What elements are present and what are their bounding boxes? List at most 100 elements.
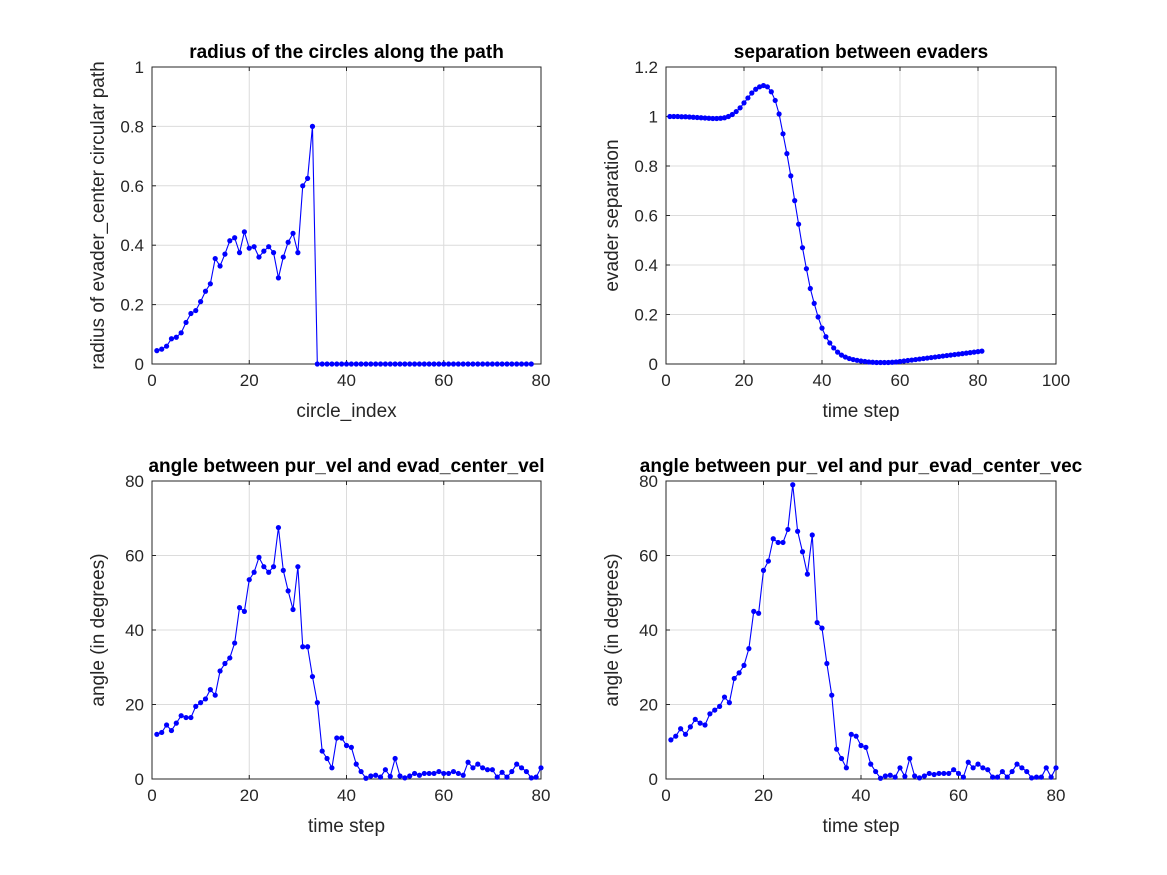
data-point — [270, 564, 277, 570]
y-axis-label: angle (in degrees) — [88, 553, 109, 706]
y-tick-label: 40 — [125, 621, 144, 640]
data-point — [785, 526, 791, 533]
data-point — [348, 744, 354, 750]
y-tick-label: 0.6 — [120, 177, 144, 196]
data-point — [834, 746, 840, 752]
data-point — [854, 357, 860, 363]
data-point — [729, 111, 735, 118]
data-point — [764, 84, 771, 90]
data-point — [901, 358, 907, 364]
data-point — [450, 361, 457, 367]
x-tick-label: 60 — [434, 371, 453, 390]
y-tick-label: 1.2 — [634, 58, 658, 77]
data-point — [431, 361, 437, 367]
data-point — [494, 774, 500, 780]
data-point — [770, 536, 776, 542]
x-tick-label: 0 — [147, 786, 156, 805]
chart-title: radius of the circles along the path — [189, 42, 504, 63]
data-point — [874, 359, 880, 366]
data-point — [940, 353, 946, 359]
data-point — [936, 353, 942, 360]
data-point — [885, 359, 891, 366]
data-point — [334, 361, 340, 367]
data-point — [889, 359, 895, 365]
data-point — [835, 349, 841, 355]
data-point — [905, 357, 911, 364]
y-tick-label: 0.2 — [120, 296, 144, 315]
data-point — [266, 244, 272, 250]
data-point — [426, 770, 432, 777]
data-point — [455, 770, 461, 777]
x-tick-label: 20 — [754, 786, 773, 805]
data-point — [261, 248, 267, 254]
data-point — [411, 361, 418, 367]
data-point — [382, 361, 388, 367]
data-point — [222, 251, 228, 257]
data-point — [881, 359, 888, 366]
data-point — [868, 761, 874, 767]
data-point — [951, 767, 957, 773]
data-point — [275, 524, 282, 531]
data-point — [178, 330, 184, 336]
data-point — [931, 771, 937, 778]
data-point — [212, 692, 218, 698]
x-tick-label: 60 — [949, 786, 968, 805]
data-point — [343, 742, 350, 749]
data-point — [829, 692, 835, 698]
data-point — [1019, 765, 1025, 771]
data-point — [514, 361, 520, 367]
data-point — [402, 361, 408, 367]
data-point — [198, 700, 204, 706]
data-point — [300, 183, 306, 189]
y-tick-label: 20 — [125, 696, 144, 715]
data-point — [173, 334, 179, 340]
data-point — [819, 325, 825, 331]
data-point — [377, 774, 384, 780]
data-point — [353, 761, 359, 767]
data-point — [407, 773, 413, 779]
data-point — [416, 772, 423, 778]
data-point — [702, 115, 708, 121]
data-point — [970, 765, 976, 771]
data-point — [163, 343, 170, 349]
data-point — [275, 275, 282, 281]
x-tick-label: 0 — [661, 371, 670, 390]
data-point — [697, 720, 703, 726]
plots: 0 20 40 60 80 0 0.2 0.4 0.6 0.8 1 radius of the cir… — [88, 42, 1083, 837]
data-point — [737, 105, 743, 111]
data-point — [679, 114, 685, 120]
data-point — [183, 319, 189, 326]
data-point — [358, 361, 364, 367]
data-point — [484, 767, 491, 773]
x-tick-label: 20 — [735, 371, 754, 390]
data-point — [980, 765, 986, 771]
data-point — [932, 354, 938, 360]
data-point — [470, 765, 476, 771]
data-point — [499, 769, 505, 775]
x-tick-label: 40 — [337, 786, 356, 805]
data-point — [838, 352, 845, 358]
data-point — [436, 361, 442, 367]
data-point — [712, 707, 718, 713]
data-point — [1043, 765, 1049, 771]
data-point — [193, 703, 199, 709]
data-point — [707, 711, 713, 717]
data-point — [538, 765, 544, 771]
data-point — [971, 349, 977, 355]
data-point — [319, 748, 325, 754]
data-point — [407, 361, 413, 367]
data-point — [823, 334, 829, 340]
data-point — [824, 660, 830, 667]
data-point — [373, 361, 379, 367]
data-point — [514, 761, 520, 767]
data-point — [819, 625, 825, 631]
data-point — [363, 775, 369, 781]
data-point — [710, 115, 716, 122]
y-tick-label: 20 — [639, 696, 658, 715]
y-axis-label: radius of evader_center circular path — [88, 61, 109, 369]
data-point — [465, 361, 471, 367]
data-point — [309, 123, 316, 129]
data-point — [329, 765, 335, 771]
y-tick-label: 0.6 — [634, 207, 658, 226]
